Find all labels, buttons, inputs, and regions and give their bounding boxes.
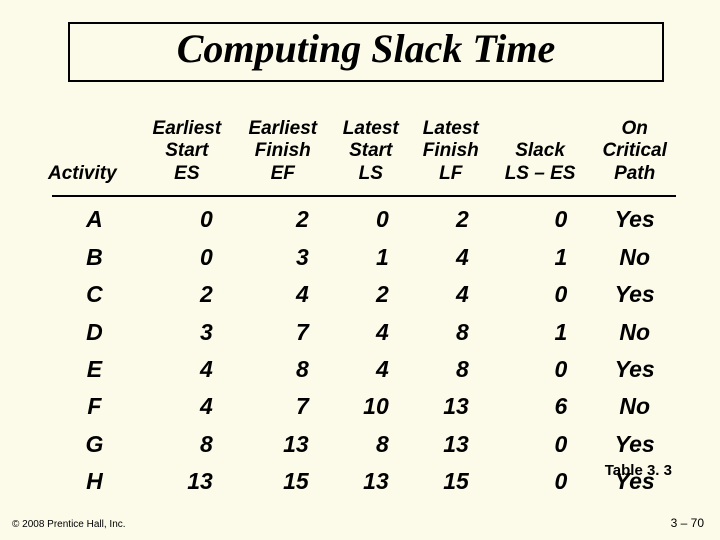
cell-critical-path: Yes [589, 351, 680, 388]
cell-critical-path: Yes [589, 276, 680, 313]
table-row: D37481No [48, 314, 680, 351]
slide-title: Computing Slack Time [177, 26, 556, 71]
col-header-slack: SlackLS – ES [491, 118, 590, 191]
cell-critical-path: No [589, 314, 680, 351]
cell-slack: 6 [491, 388, 590, 425]
slide: Computing Slack Time Activity EarliestSt… [0, 0, 720, 540]
cell-critical-path: No [589, 239, 680, 276]
cell-critical-path: Yes [589, 426, 680, 463]
cell-ef: 13 [235, 426, 331, 463]
header-rule [52, 195, 676, 197]
cell-es: 8 [139, 426, 235, 463]
col-header-es: EarliestStartES [139, 118, 235, 191]
cell-ls: 10 [331, 388, 411, 425]
cell-activity: E [48, 351, 139, 388]
col-header-activity: Activity [48, 118, 139, 191]
cell-ef: 7 [235, 388, 331, 425]
page-number: 3 – 70 [671, 516, 704, 530]
col-header-critical-path: OnCriticalPath [589, 118, 680, 191]
cell-lf: 15 [411, 463, 491, 500]
cell-es: 3 [139, 314, 235, 351]
cell-ls: 8 [331, 426, 411, 463]
copyright-text: © 2008 Prentice Hall, Inc. [12, 519, 126, 530]
col-header-lf: LatestFinishLF [411, 118, 491, 191]
cell-es: 2 [139, 276, 235, 313]
cell-es: 0 [139, 201, 235, 238]
table-row: G8138130Yes [48, 426, 680, 463]
cell-ef: 7 [235, 314, 331, 351]
cell-ls: 1 [331, 239, 411, 276]
col-header-ef: EarliestFinishEF [235, 118, 331, 191]
cell-ef: 2 [235, 201, 331, 238]
cell-slack: 0 [491, 463, 590, 500]
cell-slack: 0 [491, 276, 590, 313]
cell-slack: 0 [491, 201, 590, 238]
cell-ls: 13 [331, 463, 411, 500]
cell-ls: 0 [331, 201, 411, 238]
cell-ef: 15 [235, 463, 331, 500]
cell-es: 4 [139, 388, 235, 425]
cell-slack: 1 [491, 314, 590, 351]
cell-activity: A [48, 201, 139, 238]
cell-slack: 1 [491, 239, 590, 276]
cell-critical-path: No [589, 388, 680, 425]
cell-es: 4 [139, 351, 235, 388]
col-header-ls: LatestStartLS [331, 118, 411, 191]
cell-ls: 2 [331, 276, 411, 313]
cell-lf: 13 [411, 388, 491, 425]
table-caption: Table 3. 3 [605, 462, 672, 479]
cell-es: 13 [139, 463, 235, 500]
table-row: H131513150Yes [48, 463, 680, 500]
cell-activity: C [48, 276, 139, 313]
cell-es: 0 [139, 239, 235, 276]
cell-lf: 4 [411, 276, 491, 313]
cell-slack: 0 [491, 426, 590, 463]
cell-lf: 4 [411, 239, 491, 276]
slack-time-table: Activity EarliestStartES EarliestFinishE… [48, 118, 680, 501]
cell-ef: 4 [235, 276, 331, 313]
table-row: A02020Yes [48, 201, 680, 238]
table-row: C24240Yes [48, 276, 680, 313]
cell-activity: B [48, 239, 139, 276]
table-row: B03141No [48, 239, 680, 276]
cell-slack: 0 [491, 351, 590, 388]
cell-activity: H [48, 463, 139, 500]
table-header: Activity EarliestStartES EarliestFinishE… [48, 118, 680, 201]
cell-lf: 2 [411, 201, 491, 238]
cell-lf: 8 [411, 314, 491, 351]
cell-lf: 8 [411, 351, 491, 388]
table-row: F4710136No [48, 388, 680, 425]
cell-critical-path: Yes [589, 201, 680, 238]
cell-ef: 8 [235, 351, 331, 388]
cell-ef: 3 [235, 239, 331, 276]
cell-lf: 13 [411, 426, 491, 463]
cell-activity: G [48, 426, 139, 463]
table-body: A02020YesB03141NoC24240YesD37481NoE48480… [48, 201, 680, 501]
table-row: E48480Yes [48, 351, 680, 388]
cell-ls: 4 [331, 351, 411, 388]
cell-activity: D [48, 314, 139, 351]
cell-activity: F [48, 388, 139, 425]
title-box: Computing Slack Time [68, 22, 664, 82]
cell-ls: 4 [331, 314, 411, 351]
